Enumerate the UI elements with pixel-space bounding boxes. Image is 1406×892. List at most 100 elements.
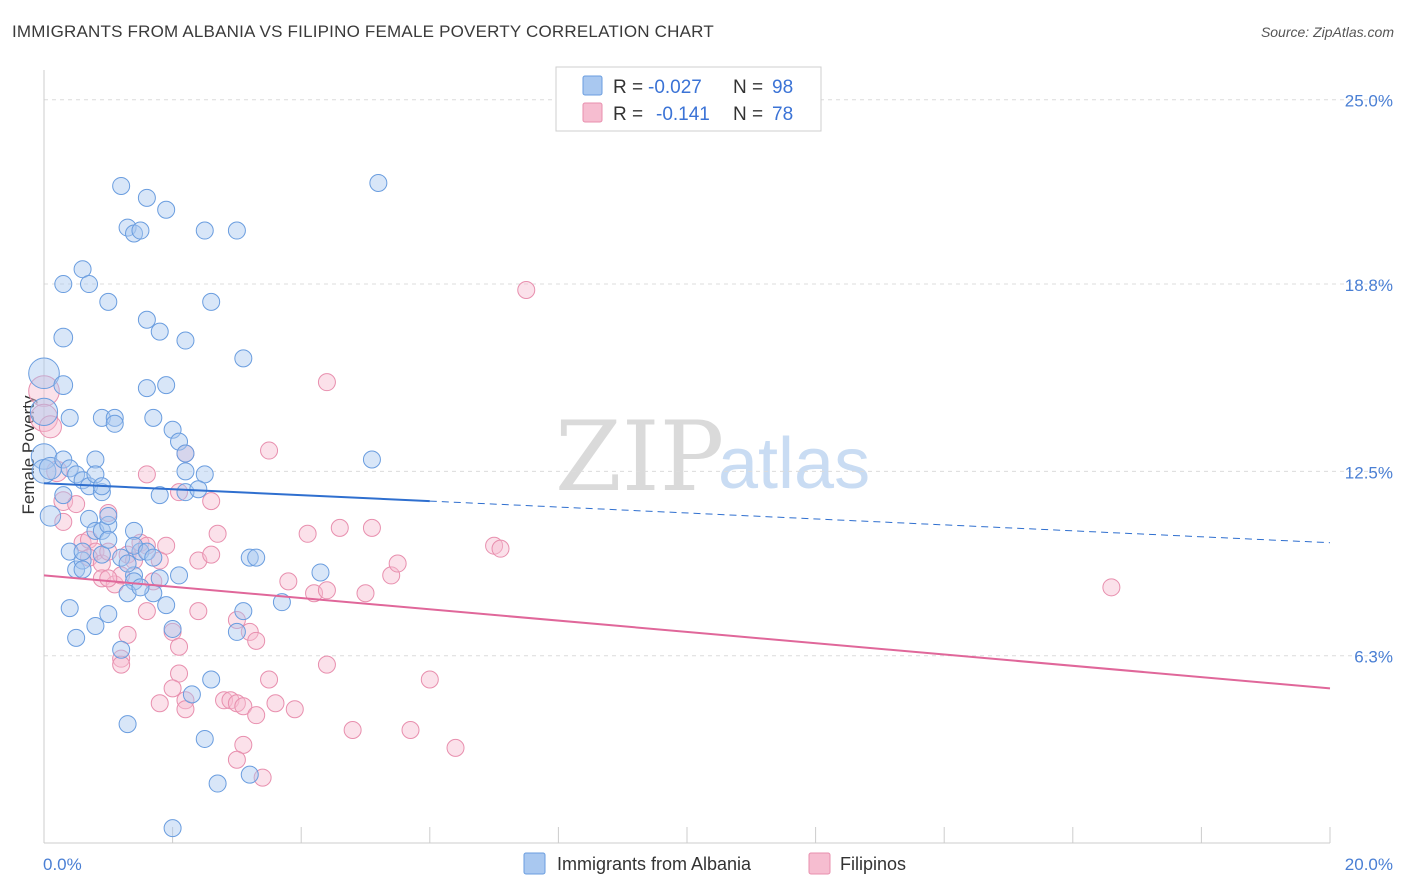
x-tick-label: 0.0% bbox=[43, 855, 82, 874]
data-point-albania bbox=[176, 444, 195, 463]
data-point-filipinos bbox=[137, 602, 156, 621]
data-point-filipinos bbox=[54, 512, 73, 531]
data-point-filipinos bbox=[317, 581, 336, 600]
data-point-albania bbox=[157, 376, 176, 395]
y-tick-label: 18.8% bbox=[1345, 276, 1393, 295]
data-point-filipinos bbox=[401, 721, 420, 740]
data-point-albania bbox=[157, 200, 176, 219]
data-point-albania bbox=[54, 486, 73, 505]
legend-swatch-pink bbox=[582, 102, 603, 123]
data-point-albania bbox=[227, 221, 246, 240]
data-point-albania bbox=[28, 357, 60, 390]
data-point-albania bbox=[54, 275, 73, 294]
data-point-filipinos bbox=[67, 495, 86, 514]
data-point-filipinos bbox=[150, 694, 169, 713]
data-point-albania bbox=[118, 554, 137, 573]
data-point-albania bbox=[195, 465, 214, 484]
data-point-filipinos bbox=[388, 554, 407, 573]
data-point-filipinos bbox=[420, 670, 439, 689]
data-point-albania bbox=[86, 616, 105, 635]
data-point-filipinos bbox=[118, 625, 137, 644]
data-point-albania bbox=[105, 414, 124, 433]
data-point-albania bbox=[60, 542, 79, 561]
data-point-albania bbox=[227, 622, 246, 641]
x-tick-label: 20.0% bbox=[1345, 855, 1393, 874]
data-point-albania bbox=[131, 221, 150, 240]
data-point-albania bbox=[247, 548, 266, 567]
trendline-albania-dashed bbox=[429, 500, 1331, 544]
data-point-albania bbox=[137, 310, 156, 329]
data-point-albania bbox=[208, 774, 227, 793]
data-point-albania bbox=[92, 545, 111, 564]
data-point-albania bbox=[163, 420, 182, 439]
data-point-filipinos bbox=[285, 700, 304, 719]
series-albania bbox=[28, 173, 388, 838]
data-point-albania bbox=[369, 173, 388, 192]
data-point-filipinos bbox=[298, 524, 317, 543]
data-point-albania bbox=[170, 566, 189, 585]
data-point-filipinos bbox=[234, 735, 253, 754]
data-point-albania bbox=[311, 563, 330, 582]
data-point-albania bbox=[60, 599, 79, 618]
y-axis-label: Female Poverty bbox=[19, 395, 38, 515]
data-point-albania bbox=[53, 375, 74, 395]
data-point-albania bbox=[39, 505, 62, 527]
data-point-filipinos bbox=[99, 569, 118, 588]
data-point-filipinos bbox=[247, 631, 266, 650]
chart-title: IMMIGRANTS FROM ALBANIA VS FILIPINO FEMA… bbox=[12, 22, 714, 41]
data-point-filipinos bbox=[266, 694, 285, 713]
y-tick-label: 25.0% bbox=[1345, 92, 1393, 111]
data-point-filipinos bbox=[202, 545, 221, 564]
data-point-filipinos bbox=[517, 281, 536, 300]
data-point-albania bbox=[150, 486, 169, 505]
data-point-filipinos bbox=[330, 518, 349, 537]
data-point-albania bbox=[118, 715, 137, 734]
data-point-albania bbox=[195, 729, 214, 748]
data-point-albania bbox=[157, 596, 176, 615]
data-point-albania bbox=[163, 619, 182, 638]
data-point-albania bbox=[125, 521, 144, 540]
data-point-filipinos bbox=[247, 706, 266, 725]
data-point-filipinos bbox=[260, 670, 279, 689]
data-point-albania bbox=[86, 465, 105, 484]
watermark-atlas: atlas bbox=[718, 424, 870, 504]
data-point-albania bbox=[240, 548, 259, 567]
data-point-filipinos bbox=[28, 375, 60, 407]
data-point-filipinos bbox=[170, 483, 189, 502]
bottom-legend-swatch-blue bbox=[523, 852, 546, 875]
data-point-albania bbox=[53, 327, 74, 348]
data-point-albania bbox=[137, 379, 156, 398]
data-point-filipinos bbox=[170, 637, 189, 656]
tick-labels: 6.3% 12.5% 18.8% 25.0% 0.0% 20.0% bbox=[43, 92, 1393, 874]
data-point-filipinos bbox=[317, 655, 336, 674]
legend-n-label-blue: N = bbox=[733, 77, 763, 98]
trendlines bbox=[43, 482, 1331, 690]
data-point-filipinos bbox=[137, 465, 156, 484]
data-point-albania bbox=[92, 483, 111, 502]
legend-n-value-blue: 98 bbox=[772, 77, 793, 98]
data-point-albania bbox=[54, 450, 73, 469]
data-point-albania bbox=[182, 685, 201, 704]
data-point-albania bbox=[99, 605, 118, 624]
data-point-filipinos bbox=[163, 679, 182, 698]
data-point-albania bbox=[99, 506, 118, 525]
watermark: ZIP atlas bbox=[555, 401, 870, 513]
data-point-albania bbox=[99, 530, 118, 549]
data-point-filipinos bbox=[227, 750, 246, 769]
data-point-albania bbox=[240, 765, 259, 784]
data-point-filipinos bbox=[80, 530, 99, 549]
data-point-albania bbox=[144, 548, 163, 567]
data-point-filipinos bbox=[317, 373, 336, 392]
bottom-legend-label-filipinos: Filipinos bbox=[840, 854, 906, 874]
data-point-albania bbox=[112, 640, 131, 659]
data-point-filipinos bbox=[356, 584, 375, 603]
data-point-albania bbox=[170, 432, 189, 451]
legend-r-value-blue: -0.027 bbox=[648, 77, 702, 98]
data-point-albania bbox=[131, 578, 150, 597]
data-point-albania bbox=[80, 509, 99, 528]
data-point-albania bbox=[112, 176, 131, 195]
data-point-filipinos bbox=[170, 664, 189, 683]
data-point-filipinos bbox=[38, 415, 62, 439]
data-point-filipinos bbox=[202, 492, 221, 511]
series-legend: Immigrants from Albania Filipinos bbox=[523, 852, 906, 875]
